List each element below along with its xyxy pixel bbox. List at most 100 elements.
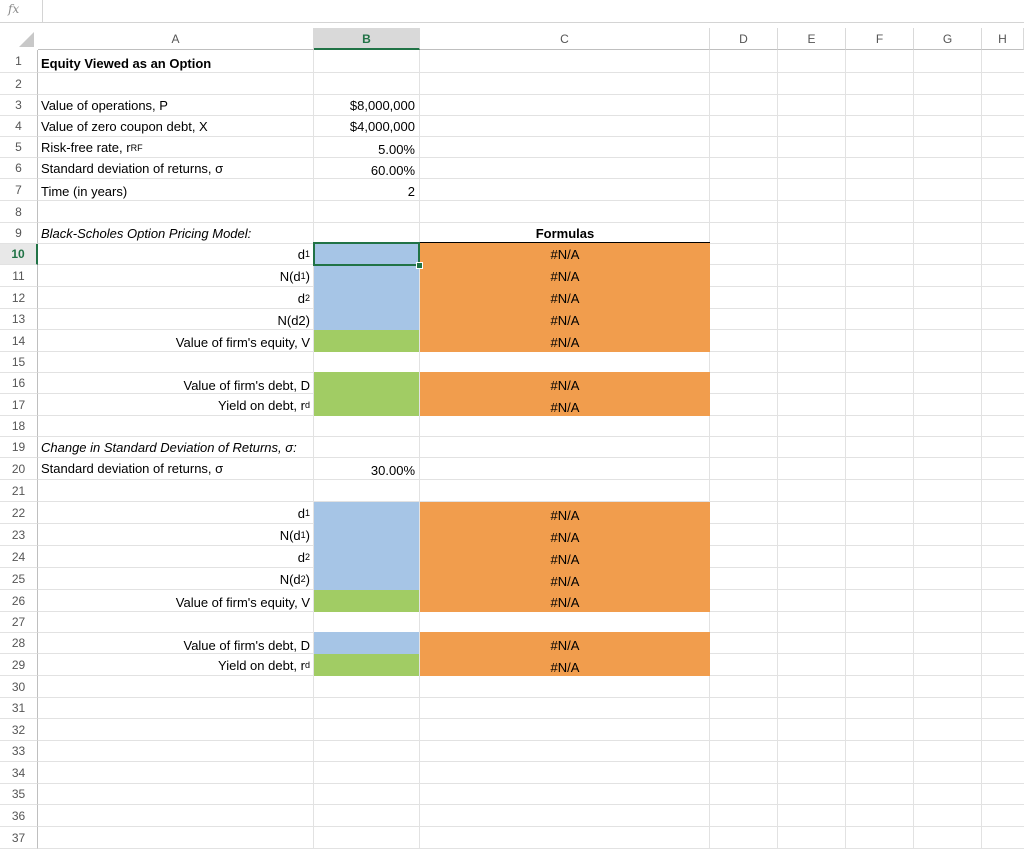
- row-gridline: [38, 178, 1024, 179]
- row-header-35[interactable]: 35: [0, 784, 38, 805]
- cell-c29[interactable]: #N/A: [550, 659, 580, 675]
- cell-a23[interactable]: N(d 1): [279, 527, 310, 543]
- cell-a11[interactable]: N(d 1): [279, 268, 310, 284]
- row-header-25[interactable]: 25: [0, 568, 38, 590]
- row-header-6[interactable]: 6: [0, 158, 38, 179]
- row-header-3[interactable]: 3: [0, 95, 38, 116]
- cell-c11[interactable]: #N/A: [550, 268, 580, 284]
- row-header-30[interactable]: 30: [0, 676, 38, 698]
- cell-c22[interactable]: #N/A: [550, 507, 580, 523]
- cell-b7[interactable]: 2: [407, 184, 415, 199]
- row-header-14[interactable]: 14: [0, 330, 38, 352]
- row-header-34[interactable]: 34: [0, 762, 38, 784]
- cell-b5[interactable]: 5.00%: [378, 142, 415, 157]
- column-header-c[interactable]: C: [420, 28, 710, 50]
- cell-a1[interactable]: Equity Viewed as an Option: [41, 55, 212, 71]
- row-header-7[interactable]: 7: [0, 179, 38, 201]
- cell-c9[interactable]: Formulas: [535, 226, 595, 241]
- row-header-28[interactable]: 28: [0, 633, 38, 654]
- row-header-2[interactable]: 2: [0, 73, 38, 95]
- cell-a23-text: N(d: [279, 527, 301, 543]
- row-header-12[interactable]: 12: [0, 287, 38, 309]
- column-header-g[interactable]: G: [914, 28, 982, 50]
- cell-c24[interactable]: #N/A: [550, 551, 580, 567]
- row-header-24[interactable]: 24: [0, 546, 38, 568]
- row-header-29[interactable]: 29: [0, 654, 38, 676]
- row-header-20[interactable]: 20: [0, 458, 38, 480]
- fx-icon[interactable]: fx: [8, 2, 20, 16]
- row-header-26[interactable]: 26: [0, 590, 38, 612]
- cell-a6[interactable]: Standard deviation of returns, σ: [41, 161, 224, 176]
- row-header-33[interactable]: 33: [0, 741, 38, 762]
- cell-c28[interactable]: #N/A: [550, 637, 580, 653]
- row-header-21[interactable]: 21: [0, 480, 38, 502]
- cell-b6[interactable]: 60.00%: [370, 163, 415, 178]
- cell-c26[interactable]: #N/A: [550, 594, 580, 610]
- active-cell-selection[interactable]: [313, 242, 420, 266]
- cell-a7[interactable]: Time (in years): [41, 184, 128, 199]
- cell-a16[interactable]: Value of firm's debt, D: [183, 377, 310, 393]
- cell-b20[interactable]: 30.00%: [370, 463, 415, 478]
- column-header-a[interactable]: A: [38, 28, 314, 50]
- cell-c14[interactable]: #N/A: [550, 334, 580, 350]
- cell-a20[interactable]: Standard deviation of returns, σ: [41, 461, 224, 476]
- cell-a26[interactable]: Value of firm's equity, V: [175, 594, 310, 610]
- cell-a5[interactable]: Risk-free rate, r RF: [41, 140, 143, 155]
- output-fill-b26: [314, 590, 419, 612]
- column-gridline: [981, 50, 982, 849]
- row-header-31[interactable]: 31: [0, 698, 38, 719]
- row-header-10[interactable]: 10: [0, 244, 38, 265]
- column-header-d[interactable]: D: [710, 28, 778, 50]
- cell-a4[interactable]: Value of zero coupon debt, X: [41, 119, 208, 134]
- select-all-corner[interactable]: [0, 28, 38, 50]
- row-header-5[interactable]: 5: [0, 137, 38, 158]
- cell-c10[interactable]: #N/A: [550, 246, 580, 262]
- row-header-16[interactable]: 16: [0, 373, 38, 394]
- cell-a3[interactable]: Value of operations, P: [41, 98, 168, 113]
- cell-a14[interactable]: Value of firm's equity, V: [175, 334, 310, 350]
- row-header-11[interactable]: 11: [0, 265, 38, 287]
- cell-c23[interactable]: #N/A: [550, 529, 580, 545]
- row-header-19[interactable]: 19: [0, 437, 38, 458]
- row-header-37[interactable]: 37: [0, 827, 38, 849]
- row-header-15[interactable]: 15: [0, 352, 38, 373]
- cell-c25[interactable]: #N/A: [550, 573, 580, 589]
- row-header-1[interactable]: 1: [0, 50, 38, 73]
- row-header-27[interactable]: 27: [0, 612, 38, 633]
- row-header-36[interactable]: 36: [0, 805, 38, 827]
- cell-a9[interactable]: Black-Scholes Option Pricing Model:: [41, 226, 252, 241]
- row-gridline: [38, 740, 1024, 741]
- cell-c12[interactable]: #N/A: [550, 290, 580, 306]
- row-header-18[interactable]: 18: [0, 416, 38, 437]
- cell-b3[interactable]: $8,000,000: [349, 98, 415, 113]
- column-header-h[interactable]: H: [982, 28, 1024, 50]
- row-header-9[interactable]: 9: [0, 223, 38, 244]
- cell-a19[interactable]: Change in Standard Deviation of Returns,…: [41, 440, 297, 455]
- cell-a13[interactable]: N(d2): [277, 312, 310, 328]
- column-header-e[interactable]: E: [778, 28, 846, 50]
- row-header-22[interactable]: 22: [0, 502, 38, 524]
- cell-b4[interactable]: $4,000,000: [349, 119, 415, 134]
- fill-handle[interactable]: [416, 262, 423, 269]
- formula-input[interactable]: [46, 0, 1024, 22]
- row-header-23[interactable]: 23: [0, 524, 38, 546]
- column-header-b[interactable]: B: [314, 28, 420, 50]
- cell-c16[interactable]: #N/A: [550, 377, 580, 393]
- row-header-8[interactable]: 8: [0, 201, 38, 223]
- row-header-32[interactable]: 32: [0, 719, 38, 741]
- cell-a28[interactable]: Value of firm's debt, D: [183, 637, 310, 653]
- cell-c17[interactable]: #N/A: [550, 399, 580, 415]
- cell-a25[interactable]: N(d 2): [279, 571, 310, 587]
- cell-c13[interactable]: #N/A: [550, 312, 580, 328]
- column-header-f[interactable]: F: [846, 28, 914, 50]
- row-header-17[interactable]: 17: [0, 394, 38, 416]
- column-gridline: [845, 50, 846, 849]
- row-header-4[interactable]: 4: [0, 116, 38, 137]
- row-header-13[interactable]: 13: [0, 309, 38, 330]
